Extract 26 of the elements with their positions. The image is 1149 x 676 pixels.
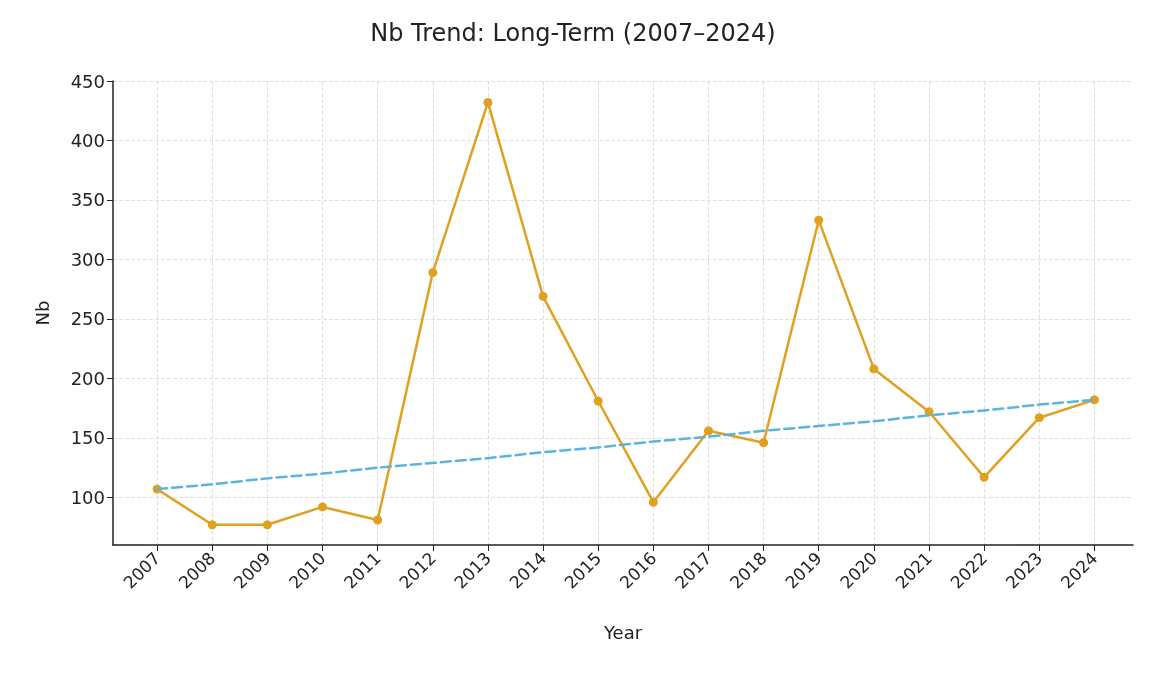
point <box>1034 413 1044 423</box>
y-tick-label: 150 <box>70 427 105 449</box>
y-tick-label: 300 <box>70 248 105 270</box>
point <box>428 268 438 278</box>
y-axis-title: Nb <box>31 300 53 326</box>
point <box>318 502 328 512</box>
point <box>593 396 603 406</box>
y-tick-label: 400 <box>70 129 105 151</box>
y-tick-label: 450 <box>70 70 105 92</box>
point <box>483 97 493 107</box>
point <box>979 472 989 482</box>
y-tick-label: 200 <box>70 367 105 389</box>
point <box>373 515 383 525</box>
point <box>814 215 824 225</box>
y-tick-label: 350 <box>70 189 105 211</box>
point <box>538 291 548 301</box>
chart-title: Nb Trend: Long-Term (2007–2024) <box>370 19 776 47</box>
point <box>703 426 713 436</box>
y-tick-label: 100 <box>70 486 105 508</box>
y-tick-label: 250 <box>70 308 105 330</box>
point <box>869 364 879 374</box>
x-axis-title: Year <box>602 621 643 643</box>
point <box>648 497 658 507</box>
point <box>262 520 272 530</box>
point <box>759 438 769 448</box>
point <box>207 520 217 530</box>
